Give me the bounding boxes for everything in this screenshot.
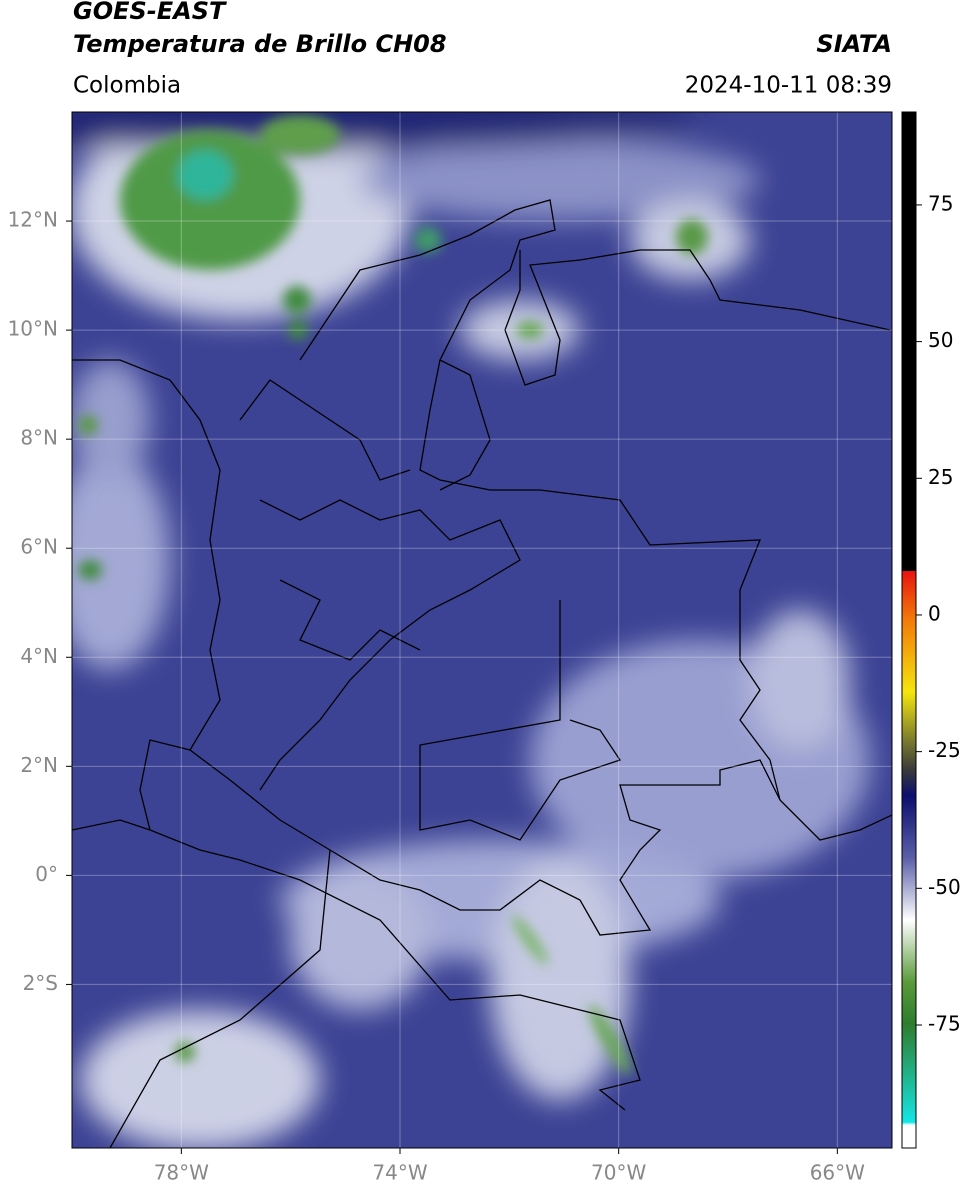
x-tick-label: 78°W <box>154 1161 209 1185</box>
y-tick-label: 2°S <box>23 971 58 995</box>
colorbar-tick-label: -25 <box>928 738 961 762</box>
y-tick-label: 12°N <box>8 208 58 232</box>
colorbar-tick-label: 50 <box>928 328 953 352</box>
region: Colombia <box>73 73 181 99</box>
y-tick-label: 6°N <box>20 535 58 559</box>
satellite-image <box>72 112 892 1148</box>
subtitle: Temperatura de Brillo CH08 <box>73 30 447 58</box>
colorbar-tick-label: -50 <box>928 875 961 899</box>
y-tick-label: 8°N <box>20 426 58 450</box>
y-tick-label: 4°N <box>20 644 58 668</box>
x-tick-label: 70°W <box>591 1161 646 1185</box>
map-frame <box>71 111 893 1149</box>
colorbar-tick-label: 75 <box>928 191 953 215</box>
source: SIATA <box>816 30 892 58</box>
x-tick-label: 74°W <box>372 1161 427 1185</box>
y-tick-label: 2°N <box>20 753 58 777</box>
colorbar-tick-label: 25 <box>928 465 953 489</box>
y-tick-label: 10°N <box>8 317 58 341</box>
colorbar <box>901 111 917 1149</box>
title: GOES-EAST <box>73 0 227 25</box>
borders <box>72 199 892 1148</box>
grid <box>72 112 892 1148</box>
colorbar-tick-label: 0 <box>928 601 941 625</box>
x-tick-label: 66°W <box>810 1161 865 1185</box>
y-tick-label: 0° <box>35 862 58 886</box>
datetime: 2024-10-11 08:39 <box>685 73 892 99</box>
colorbar-tick-label: -75 <box>928 1011 961 1035</box>
